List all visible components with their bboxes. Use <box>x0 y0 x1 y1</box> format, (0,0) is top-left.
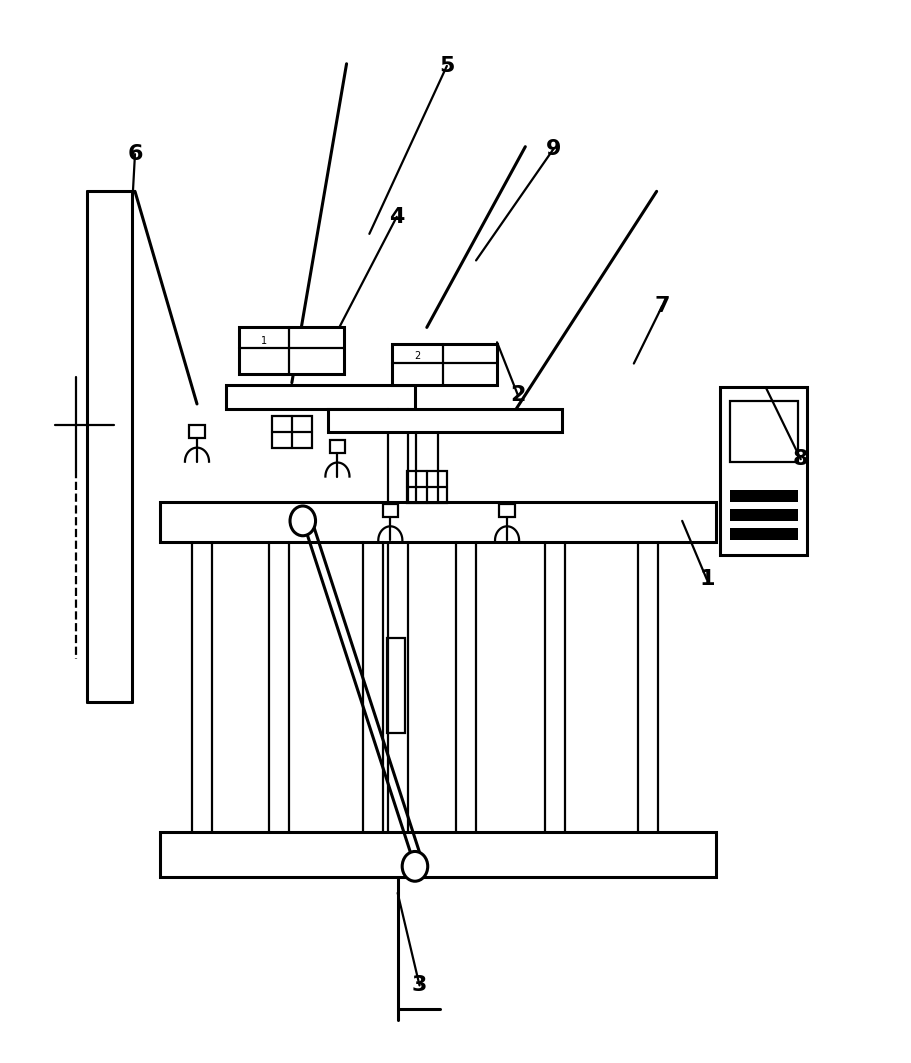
Bar <box>729 401 797 462</box>
Bar <box>729 528 797 540</box>
Text: 2: 2 <box>414 351 420 360</box>
Bar <box>720 387 806 555</box>
Bar <box>159 832 715 877</box>
Text: 2: 2 <box>510 386 525 405</box>
Bar <box>239 327 343 374</box>
Text: 1: 1 <box>261 336 267 345</box>
Bar <box>499 504 514 517</box>
Bar <box>386 638 404 733</box>
Text: 3: 3 <box>412 976 426 995</box>
Text: 4: 4 <box>389 207 404 226</box>
Circle shape <box>402 851 427 881</box>
Bar <box>383 504 397 517</box>
Bar <box>159 502 715 542</box>
Text: 5: 5 <box>439 56 454 75</box>
Bar <box>271 416 312 448</box>
Text: 7: 7 <box>654 297 669 316</box>
Bar <box>328 409 561 432</box>
Text: 8: 8 <box>793 450 807 469</box>
Bar <box>406 471 446 503</box>
Circle shape <box>290 506 315 536</box>
Bar <box>226 385 415 409</box>
Bar <box>330 440 344 453</box>
Text: 1: 1 <box>699 570 713 589</box>
Bar <box>729 509 797 521</box>
Bar <box>189 425 204 438</box>
Bar <box>392 344 496 385</box>
Text: 6: 6 <box>128 145 142 164</box>
Text: 9: 9 <box>546 139 560 158</box>
Bar <box>729 490 797 502</box>
